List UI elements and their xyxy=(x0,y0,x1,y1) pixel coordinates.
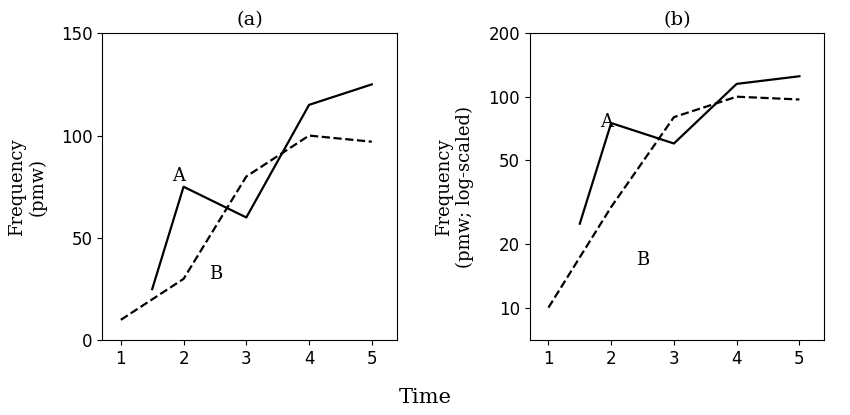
Text: Time: Time xyxy=(399,388,451,407)
Text: A: A xyxy=(600,113,613,131)
Text: B: B xyxy=(637,251,649,269)
Title: (b): (b) xyxy=(663,11,691,29)
Text: B: B xyxy=(208,265,222,283)
Y-axis label: Frequency
(pmw): Frequency (pmw) xyxy=(8,138,47,236)
Text: A: A xyxy=(173,166,185,185)
Y-axis label: Frequency
(pmw; log-scaled): Frequency (pmw; log-scaled) xyxy=(435,106,474,268)
Title: (a): (a) xyxy=(236,11,263,29)
